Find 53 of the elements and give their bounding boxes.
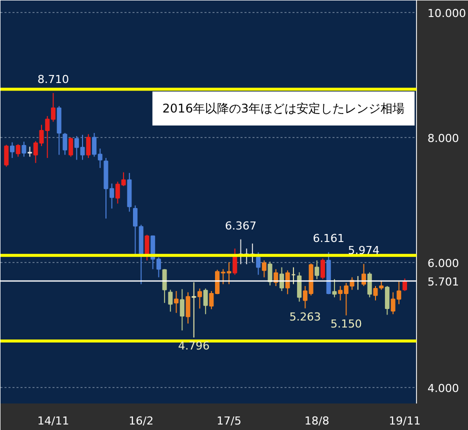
candlestick [314,260,320,280]
y-tick-label: 8.000 [428,132,459,145]
candlestick [16,144,20,158]
x-tick-label: 18/8 [304,414,330,428]
candlestick [22,141,26,158]
candlestick [362,263,366,287]
candlestick [4,144,9,168]
x-tick-label: 16/2 [128,414,154,428]
candlestick [274,268,278,287]
candlestick [262,260,266,278]
candlestick [144,234,150,261]
annotation: 8.710 [37,72,69,86]
annotation: 4.796 [178,340,210,353]
candlestick [379,280,384,290]
candlestick [28,146,32,158]
candlestick [320,258,326,280]
candlestick [279,266,284,292]
candlestick [192,282,196,338]
annotation: 5.263 [289,310,321,324]
candlestick [86,134,91,158]
annotation: 2016年以降の3年ほどは安定したレンジ相場 [162,102,405,116]
candlestick [174,290,179,314]
candlestick [62,132,68,156]
candlestick [203,288,208,315]
candlestick [384,286,390,316]
ref-line-label: 5.701 [428,275,459,288]
annotation: 5.150 [330,317,362,330]
candlestick [297,272,302,302]
candlestick [285,270,290,295]
x-tick-label: 14/11 [37,414,70,428]
candlestick [68,136,74,158]
candlestick [10,142,14,158]
y-tick-label: 6.000 [428,256,459,270]
annotation: 6.367 [224,219,256,232]
candlestick [232,248,238,276]
y-tick-label: 10.000 [428,6,466,20]
candlestick [402,278,408,292]
candlestick [133,204,138,256]
annotation: 6.161 [312,232,344,246]
candlestick [268,261,272,286]
candlestick [186,292,190,324]
candlestick [332,278,337,298]
candlestick [168,289,173,312]
candlestick [162,268,167,304]
candlestick [256,252,261,276]
candlestick [180,288,184,331]
x-tick-label: 19/11 [388,414,421,428]
annotation: 5.974 [348,244,380,257]
candlestick [197,288,202,310]
candlestick [367,272,372,298]
candlestick [373,286,378,301]
y-tick-label: 4.000 [428,382,459,395]
x-tick-label: 17/5 [216,414,242,428]
